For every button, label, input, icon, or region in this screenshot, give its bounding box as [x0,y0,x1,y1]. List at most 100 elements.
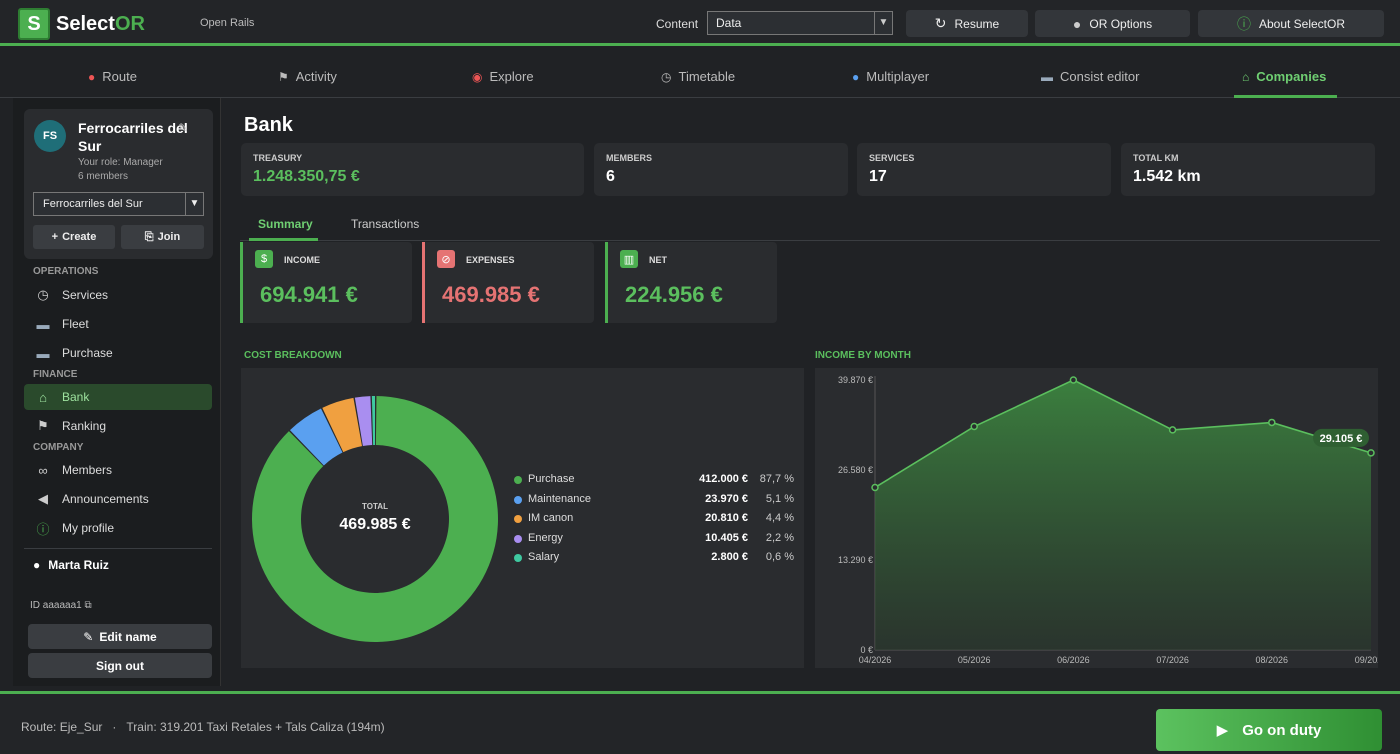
y-tick-label: 39.870 € [838,375,873,385]
tab-companies[interactable]: ⌂ Companies [1242,69,1327,84]
app-subtitle: Open Rails [200,17,255,29]
stat-services: SERVICES 17 [857,143,1111,196]
donut-slice-im-canon [322,397,363,453]
sidebar-item-services[interactable]: ◷ Services [24,282,212,308]
tab-divider [240,240,1380,241]
income-area [875,380,1371,650]
y-tick-label: 0 € [860,645,873,655]
edit-pencil-icon[interactable]: ✎ [178,121,189,135]
tab-activity[interactable]: ⚑ Activity [278,69,337,84]
section-company: COMPANY [33,442,84,453]
main-nav: ● Route ⚑ Activity ◉ Explore ◷ Timetable ● Mu… [0,60,1400,98]
income-line [874,379,1372,489]
top-bar: S SelectOR Open Rails Content Data ▼ ↻ Res… [0,0,1400,46]
user-icon: ● [33,558,41,572]
clock-icon: ◷ [37,287,49,302]
app-logo: S [18,8,50,40]
pin-icon: ● [88,69,96,84]
legend-item: Purchase 412.000 € 87,7 % [514,473,796,489]
edit-name-button[interactable]: ✎ Edit name [28,624,212,649]
content-select[interactable]: Data ▼ [707,11,893,35]
footer-route-info: Route: Eje_Sur · Train: 319.201 Taxi Ret… [21,720,385,734]
sidebar-item-announcements[interactable]: ◀ Announcements [24,486,212,512]
legend-percent: 2,2 % [765,531,794,544]
legend-label: Energy [528,531,563,544]
sidebar-item-members[interactable]: ∞ Members [24,457,212,483]
legend-label: Maintenance [528,492,591,505]
tab-route[interactable]: ● Route [88,69,137,84]
join-button[interactable]: ⎘ Join [121,225,204,249]
compass-icon: ◉ [472,69,483,84]
donut-total-label: TOTAL [362,502,388,511]
legend-dot [514,515,522,523]
sidebar-item-purchase[interactable]: ▬ Purchase [24,340,212,366]
chart-icon: ▥ [620,250,638,268]
copy-icon[interactable]: ⧉ [84,600,92,611]
section-finance: FINANCE [33,369,78,380]
plus-icon: + [51,231,59,243]
tab-consist-editor[interactable]: ▬ Consist editor [1041,69,1140,84]
active-tab-indicator [1234,95,1337,98]
active-subtab-indicator [249,238,318,241]
company-select[interactable]: Ferrocarriles del Sur ▼ [33,192,204,216]
play-icon: ▶ [1216,722,1229,739]
income-by-month-title: INCOME BY MONTH [815,350,911,361]
donut-slice-maintenance [289,408,343,466]
y-tick-label: 26.580 € [838,465,873,475]
train-icon: ▬ [1041,69,1053,84]
user-name: ● Marta Ruiz [33,558,109,572]
money-bag-icon: $ [255,250,273,268]
kpi-net: ▥ NET 224.956 € [605,242,777,323]
legend-amount: 23.970 € [705,492,748,505]
stat-members: MEMBERS 6 [594,143,848,196]
footer-bar: Route: Eje_Sur · Train: 319.201 Taxi Ret… [0,691,1400,754]
legend-item: IM canon 20.810 € 4,4 % [514,512,796,528]
app-name: SelectOR [56,13,145,35]
stat-total-km: TOTAL KM 1.542 km [1121,143,1375,196]
resume-icon: ↻ [934,15,947,31]
or-options-button[interactable]: ● OR Options [1035,10,1190,37]
expense-icon: ⊘ [437,250,455,268]
tab-summary[interactable]: Summary [258,217,313,231]
donut-slice-purchase [252,396,498,642]
legend-percent: 87,7 % [759,473,794,485]
legend-percent: 5,1 % [765,492,794,505]
tab-multiplayer[interactable]: ● Multiplayer [852,69,930,84]
legend-dot [514,476,522,484]
legend-dot [514,534,522,543]
pencil-icon: ✎ [83,629,94,644]
info-icon: ⓘ [36,521,50,537]
sidebar-item-bank[interactable]: ⌂ Bank [24,384,212,410]
sidebar-item-fleet[interactable]: ▬ Fleet [24,311,212,337]
about-button[interactable]: ⓘ About SelectOR [1198,10,1384,37]
disc-icon: ● [1072,15,1082,32]
sidebar-item-profile[interactable]: ⓘ My profile [24,515,212,541]
tab-transactions[interactable]: Transactions [351,217,420,231]
kpi-income: $ INCOME 694.941 € [240,242,412,323]
clock-icon: ◷ [661,69,672,84]
user-id: ID aaaaaa1 ⧉ [30,600,92,611]
tab-explore[interactable]: ◉ Explore [472,69,534,84]
donut-slice-energy [354,396,373,446]
sign-out-button[interactable]: Sign out [28,653,212,678]
tab-timetable[interactable]: ◷ Timetable [661,69,736,84]
resume-button[interactable]: ↻ Resume [906,10,1028,37]
x-tick-label: 07/2026 [1156,655,1189,665]
chevron-down-icon: ▼ [874,12,892,34]
last-value-badge [1313,428,1369,447]
legend-amount: 2.800 € [711,551,748,563]
x-tick-label: 06/2026 [1057,655,1090,665]
data-point [1268,418,1276,427]
legend-amount: 10.405 € [705,531,748,544]
legend-item: Maintenance 23.970 € 5,1 % [514,493,796,509]
legend-label: Purchase [528,473,575,485]
y-tick-label: 13.290 € [838,555,873,565]
kpi-accent [422,242,425,323]
donut-total-value: 469.985 € [339,516,411,533]
speaker-icon: ◀ [38,491,48,506]
create-button[interactable]: + Create [33,225,115,249]
company-role: Your role: Manager [78,157,163,168]
sidebar-item-ranking[interactable]: ⚑ Ranking [24,413,212,439]
go-on-duty-button[interactable]: ▶ Go on duty [1156,709,1382,751]
bank-icon: ⌂ [39,389,47,405]
